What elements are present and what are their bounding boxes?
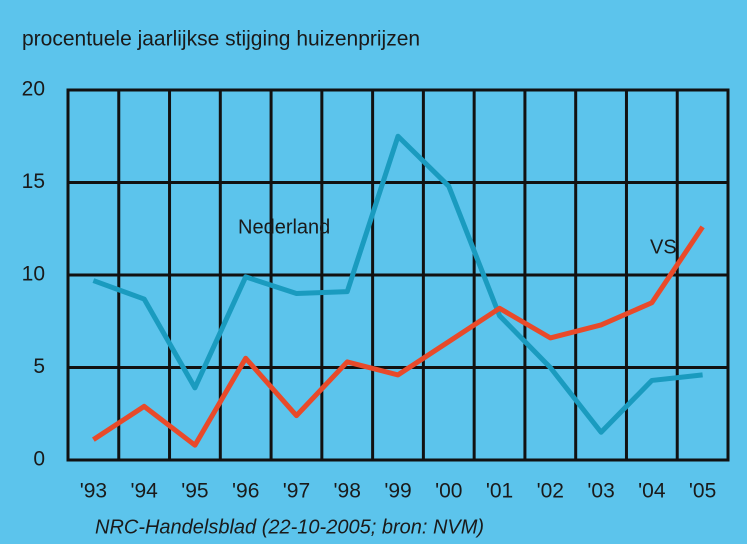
series-label: VS (650, 236, 677, 258)
x-tick-label: '99 (384, 480, 411, 503)
y-tick-label: 20 (22, 78, 45, 101)
x-tick-label: '01 (486, 480, 513, 503)
source-note: NRC-Handelsblad (22-10-2005; bron: NVM) (95, 516, 484, 538)
y-tick-label: 15 (22, 170, 45, 193)
x-tick-label: '98 (334, 480, 361, 503)
series-label: Nederland (238, 216, 330, 238)
x-tick-label: '02 (537, 480, 564, 503)
x-tick-label: '96 (232, 480, 259, 503)
y-tick-label: 5 (33, 355, 45, 378)
y-tick-label: 0 (33, 448, 45, 471)
x-tick-label: '05 (689, 480, 716, 503)
line-series (92, 133, 703, 435)
x-tick-label: '97 (283, 480, 310, 503)
x-tick-label: '04 (638, 480, 666, 503)
y-tick-label: 10 (22, 263, 45, 286)
x-tick-label: '94 (130, 480, 158, 503)
x-tick-label: '00 (435, 480, 462, 503)
x-tick-label: '95 (181, 480, 208, 503)
x-tick-label: '93 (80, 480, 107, 503)
line-series (92, 225, 705, 448)
chart-title: procentuele jaarlijkse stijging huizenpr… (22, 28, 420, 51)
x-tick-label: '03 (587, 480, 614, 503)
plot-frame (66, 88, 730, 462)
